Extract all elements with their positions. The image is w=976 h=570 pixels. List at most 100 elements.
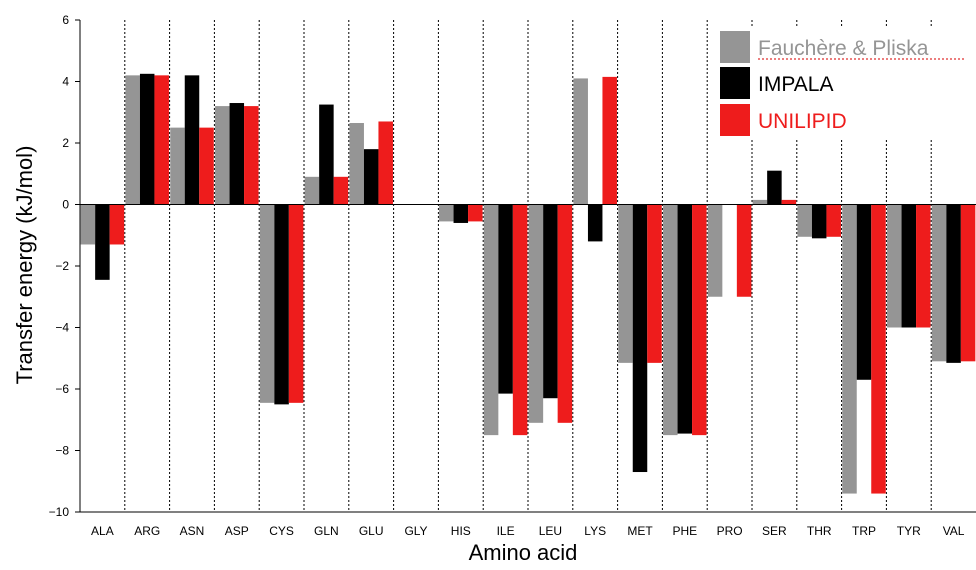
legend-label-fauchere: Fauchère & Pliska bbox=[758, 37, 929, 60]
x-tick-label: GLY bbox=[404, 524, 427, 538]
y-tick-labels: 6 4 2 0 −2 −4 −6 −8 −10 bbox=[49, 13, 80, 519]
legend-swatch-fauchere bbox=[720, 31, 750, 63]
y-tick-label: −8 bbox=[55, 444, 69, 458]
x-tick-label: THR bbox=[807, 524, 832, 538]
y-axis-title: Transfer energy (kJ/mol) bbox=[12, 146, 37, 385]
bar-unilipid-thr bbox=[826, 204, 841, 237]
bar-unilipid-arg bbox=[154, 75, 169, 205]
x-tick-label: GLN bbox=[314, 524, 339, 538]
bar-fauchere-asp bbox=[215, 106, 230, 205]
bar-unilipid-pro bbox=[736, 204, 752, 297]
bar-fauchere-glu bbox=[349, 123, 364, 205]
bar-unilipid-ser bbox=[781, 199, 797, 205]
x-tick-label: MET bbox=[627, 524, 653, 538]
bar-impala-his bbox=[453, 204, 469, 223]
bar-impala-asn bbox=[184, 75, 200, 205]
bar-fauchere-val bbox=[931, 204, 947, 362]
bar-unilipid-glu bbox=[378, 121, 393, 205]
y-tick-label: 2 bbox=[62, 136, 69, 150]
bar-fauchere-trp bbox=[842, 204, 857, 494]
x-tick-label: ASN bbox=[180, 524, 205, 538]
x-tick-label: ALA bbox=[91, 524, 114, 538]
y-tick-label: 6 bbox=[62, 13, 69, 27]
bar-fauchere-met bbox=[618, 204, 633, 363]
legend-swatch-impala bbox=[720, 67, 750, 99]
bar-fauchere-ala bbox=[80, 204, 96, 245]
bar-unilipid-his bbox=[468, 204, 483, 222]
bar-impala-arg bbox=[139, 73, 155, 205]
bar-unilipid-met bbox=[647, 204, 662, 363]
bar-unilipid-cys bbox=[288, 204, 304, 403]
bar-fauchere-ile bbox=[483, 204, 499, 436]
x-tick-label: GLU bbox=[359, 524, 384, 538]
bar-impala-ser bbox=[767, 170, 782, 205]
bar-unilipid-phe bbox=[692, 204, 707, 436]
bar-impala-asp bbox=[229, 103, 245, 205]
y-tick-label: −4 bbox=[55, 321, 69, 335]
x-tick-label: PRO bbox=[717, 524, 743, 538]
y-tick-label: 4 bbox=[62, 75, 69, 89]
bar-fauchere-lys bbox=[573, 78, 588, 205]
x-axis-title: Amino acid bbox=[469, 540, 578, 565]
bar-impala-thr bbox=[811, 204, 827, 239]
bar-fauchere-phe bbox=[663, 204, 678, 436]
bar-impala-gln bbox=[319, 104, 334, 205]
bar-unilipid-leu bbox=[557, 204, 573, 423]
y-tick-label: −6 bbox=[55, 382, 69, 396]
bar-impala-leu bbox=[543, 204, 558, 399]
bar-unilipid-trp bbox=[871, 204, 886, 494]
y-tick-label: 0 bbox=[62, 198, 69, 212]
legend-label-unilipid: UNILIPID bbox=[758, 110, 847, 133]
bar-fauchere-pro bbox=[707, 204, 723, 297]
bar-impala-met bbox=[632, 204, 648, 473]
bar-fauchere-leu bbox=[528, 204, 544, 423]
bar-unilipid-asn bbox=[199, 127, 214, 205]
bar-unilipid-val bbox=[960, 204, 976, 362]
bar-unilipid-ile bbox=[512, 204, 528, 436]
bar-unilipid-tyr bbox=[916, 204, 931, 328]
y-tick-label: −2 bbox=[55, 259, 69, 273]
x-tick-label: TRP bbox=[852, 524, 876, 538]
bar-impala-trp bbox=[856, 204, 872, 380]
bar-fauchere-ser bbox=[752, 199, 768, 205]
x-tick-label: CYS bbox=[269, 524, 294, 538]
bar-impala-lys bbox=[587, 204, 603, 242]
x-tick-label: LYS bbox=[584, 524, 606, 538]
bar-impala-ala bbox=[95, 204, 110, 280]
x-tick-label: LEU bbox=[539, 524, 562, 538]
bars-layer bbox=[80, 73, 976, 494]
bar-fauchere-gln bbox=[304, 176, 320, 205]
bar-unilipid-ala bbox=[109, 204, 125, 245]
bar-unilipid-asp bbox=[244, 106, 259, 205]
bar-unilipid-gln bbox=[333, 176, 349, 205]
x-tick-label: ASP bbox=[225, 524, 249, 538]
x-tick-label: VAL bbox=[943, 524, 965, 538]
category-separators bbox=[124, 20, 932, 512]
x-tick-label: PHE bbox=[672, 524, 697, 538]
legend: Fauchère & Pliska IMPALA UNILIPID bbox=[714, 28, 976, 140]
bar-impala-tyr bbox=[901, 204, 917, 328]
bar-impala-phe bbox=[677, 204, 693, 434]
x-tick-label: ILE bbox=[497, 524, 515, 538]
bar-impala-ile bbox=[498, 204, 513, 394]
bar-impala-val bbox=[946, 204, 961, 363]
legend-background bbox=[714, 28, 976, 140]
x-tick-labels: ALA ARG ASN ASP CYS GLN GLU GLY HIS ILE LEU LYS MET P… bbox=[91, 524, 965, 538]
x-tick-label: ARG bbox=[134, 524, 160, 538]
bar-fauchere-his bbox=[439, 204, 454, 222]
x-tick-label: SER bbox=[762, 524, 787, 538]
x-tick-label: HIS bbox=[451, 524, 471, 538]
bar-fauchere-cys bbox=[259, 204, 275, 403]
bar-fauchere-arg bbox=[125, 75, 140, 205]
bar-unilipid-lys bbox=[602, 76, 617, 205]
legend-label-impala: IMPALA bbox=[758, 73, 833, 96]
bar-fauchere-asn bbox=[170, 127, 185, 205]
x-tick-label: TYR bbox=[897, 524, 921, 538]
y-tick-label: −10 bbox=[49, 505, 70, 519]
bar-impala-cys bbox=[274, 204, 289, 405]
bar-fauchere-tyr bbox=[887, 204, 902, 328]
legend-swatch-unilipid bbox=[720, 104, 750, 136]
bar-impala-glu bbox=[363, 149, 379, 205]
bar-fauchere-thr bbox=[797, 204, 812, 237]
